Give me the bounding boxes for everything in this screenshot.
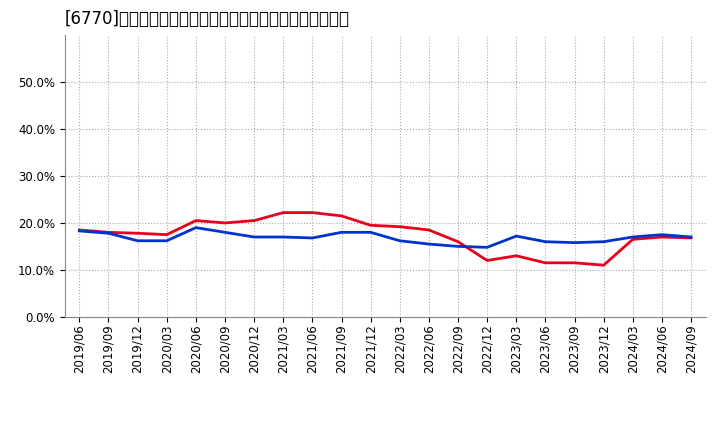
有利子負債 bbox=[163, 238, 171, 243]
現預金 bbox=[337, 213, 346, 219]
現預金 bbox=[104, 230, 113, 235]
現預金 bbox=[570, 260, 579, 265]
現預金 bbox=[366, 223, 375, 228]
有利子負債 bbox=[337, 230, 346, 235]
有利子負債 bbox=[541, 239, 550, 244]
Line: 現預金: 現預金 bbox=[79, 213, 691, 265]
Text: [6770]　現預金、有利子負債の総資産に対する比率の推移: [6770] 現預金、有利子負債の総資産に対する比率の推移 bbox=[65, 10, 350, 28]
有利子負債 bbox=[395, 238, 404, 243]
有利子負債 bbox=[570, 240, 579, 245]
Line: 有利子負債: 有利子負債 bbox=[79, 227, 691, 247]
現預金 bbox=[541, 260, 550, 265]
現預金 bbox=[250, 218, 258, 223]
現預金 bbox=[75, 227, 84, 233]
有利子負債 bbox=[308, 235, 317, 241]
有利子負債 bbox=[75, 228, 84, 234]
現預金 bbox=[657, 235, 666, 240]
現預金 bbox=[163, 232, 171, 237]
有利子負債 bbox=[192, 225, 200, 230]
有利子負債 bbox=[250, 235, 258, 240]
現預金 bbox=[454, 239, 462, 244]
有利子負債 bbox=[454, 244, 462, 249]
現預金 bbox=[279, 210, 287, 215]
有利子負債 bbox=[425, 242, 433, 247]
現預金 bbox=[133, 231, 142, 236]
現預金 bbox=[599, 263, 608, 268]
有利子負債 bbox=[133, 238, 142, 243]
現預金 bbox=[395, 224, 404, 229]
有利子負債 bbox=[657, 232, 666, 237]
有利子負債 bbox=[599, 239, 608, 244]
現預金 bbox=[629, 237, 637, 242]
有利子負債 bbox=[366, 230, 375, 235]
有利子負債 bbox=[104, 231, 113, 236]
現預金 bbox=[220, 220, 229, 226]
現預金 bbox=[192, 218, 200, 223]
現預金 bbox=[687, 235, 696, 241]
有利子負債 bbox=[629, 235, 637, 240]
有利子負債 bbox=[687, 235, 696, 240]
有利子負債 bbox=[279, 235, 287, 240]
現預金 bbox=[425, 227, 433, 233]
有利子負債 bbox=[512, 234, 521, 239]
現預金 bbox=[483, 258, 492, 263]
現預金 bbox=[512, 253, 521, 258]
有利子負債 bbox=[483, 245, 492, 250]
現預金 bbox=[308, 210, 317, 215]
有利子負債 bbox=[220, 230, 229, 235]
